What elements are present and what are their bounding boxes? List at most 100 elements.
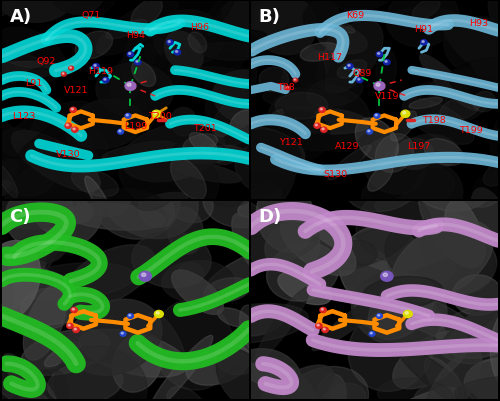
Ellipse shape: [244, 134, 282, 185]
Circle shape: [142, 273, 146, 277]
Ellipse shape: [276, 93, 328, 120]
Ellipse shape: [316, 26, 368, 55]
Ellipse shape: [472, 188, 500, 243]
Ellipse shape: [426, 206, 454, 229]
Text: H94: H94: [126, 31, 145, 40]
Ellipse shape: [153, 300, 234, 390]
Circle shape: [134, 61, 141, 66]
Ellipse shape: [374, 200, 482, 238]
Ellipse shape: [337, 61, 366, 79]
Text: H91: H91: [414, 25, 434, 34]
Ellipse shape: [153, 10, 224, 67]
Ellipse shape: [184, 134, 218, 153]
Ellipse shape: [454, 170, 500, 208]
Ellipse shape: [256, 182, 315, 253]
Circle shape: [383, 273, 388, 277]
Ellipse shape: [20, 288, 76, 329]
Circle shape: [293, 79, 298, 83]
Ellipse shape: [326, 33, 362, 55]
Ellipse shape: [12, 131, 101, 192]
Circle shape: [128, 314, 134, 318]
Ellipse shape: [216, 348, 272, 401]
Ellipse shape: [54, 0, 122, 25]
Ellipse shape: [449, 292, 500, 358]
Ellipse shape: [0, 72, 30, 86]
Ellipse shape: [0, 0, 76, 23]
Ellipse shape: [392, 8, 461, 30]
Circle shape: [118, 130, 124, 135]
Ellipse shape: [222, 0, 281, 30]
Circle shape: [94, 65, 96, 67]
Ellipse shape: [0, 69, 49, 122]
Circle shape: [125, 114, 131, 119]
Ellipse shape: [363, 277, 442, 309]
Ellipse shape: [186, 344, 250, 385]
Circle shape: [73, 328, 80, 333]
Circle shape: [68, 67, 73, 71]
Ellipse shape: [171, 161, 242, 183]
Ellipse shape: [445, 182, 500, 239]
Ellipse shape: [206, 31, 266, 54]
Ellipse shape: [317, 21, 383, 94]
Ellipse shape: [203, 125, 305, 173]
Text: V130: V130: [56, 150, 81, 159]
Circle shape: [368, 131, 370, 132]
Ellipse shape: [410, 83, 449, 128]
Ellipse shape: [184, 146, 242, 164]
Circle shape: [104, 79, 106, 81]
Ellipse shape: [411, 152, 495, 212]
Circle shape: [376, 53, 382, 58]
Ellipse shape: [208, 131, 301, 195]
Ellipse shape: [278, 272, 331, 305]
Ellipse shape: [378, 378, 454, 401]
Ellipse shape: [0, 160, 19, 186]
Ellipse shape: [331, 21, 354, 34]
Circle shape: [125, 83, 136, 91]
Ellipse shape: [111, 57, 142, 108]
Circle shape: [62, 74, 64, 75]
Ellipse shape: [0, 164, 18, 198]
Ellipse shape: [350, 282, 431, 296]
Ellipse shape: [218, 308, 251, 328]
Ellipse shape: [368, 276, 434, 340]
Circle shape: [70, 108, 76, 113]
Ellipse shape: [0, 176, 66, 230]
Circle shape: [375, 115, 378, 117]
Ellipse shape: [483, 158, 500, 186]
Ellipse shape: [131, 0, 162, 28]
Ellipse shape: [26, 369, 68, 401]
Ellipse shape: [208, 244, 292, 289]
Ellipse shape: [78, 290, 102, 310]
Circle shape: [369, 332, 375, 336]
Ellipse shape: [392, 220, 494, 301]
Ellipse shape: [204, 278, 250, 303]
Ellipse shape: [356, 192, 432, 262]
Ellipse shape: [200, 176, 280, 192]
Ellipse shape: [444, 18, 500, 77]
Ellipse shape: [19, 387, 40, 401]
Ellipse shape: [65, 204, 165, 231]
Ellipse shape: [230, 335, 294, 367]
Ellipse shape: [386, 0, 459, 48]
Ellipse shape: [122, 124, 224, 182]
Ellipse shape: [438, 299, 500, 351]
Ellipse shape: [232, 214, 272, 276]
Ellipse shape: [152, 37, 244, 93]
Ellipse shape: [204, 0, 236, 33]
Text: S130: S130: [323, 170, 347, 178]
Ellipse shape: [426, 71, 480, 99]
Ellipse shape: [150, 0, 234, 43]
Ellipse shape: [280, 367, 368, 401]
Ellipse shape: [424, 139, 463, 166]
Ellipse shape: [490, 400, 500, 401]
Ellipse shape: [402, 99, 474, 145]
Ellipse shape: [259, 68, 288, 92]
Text: K69: K69: [346, 11, 364, 20]
Ellipse shape: [233, 67, 254, 84]
Circle shape: [127, 84, 131, 87]
Ellipse shape: [96, 0, 178, 56]
Circle shape: [322, 328, 328, 333]
Circle shape: [356, 78, 363, 83]
Text: Q71: Q71: [81, 11, 100, 20]
Ellipse shape: [190, 356, 225, 375]
